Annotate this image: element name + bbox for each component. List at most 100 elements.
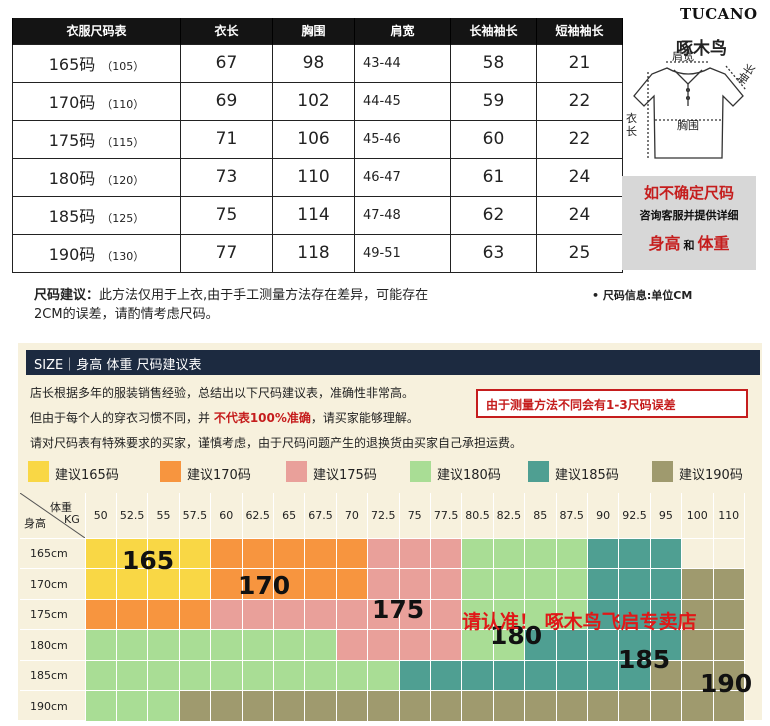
- chest-value: 114: [272, 195, 355, 235]
- long-sleeve-value: 61: [450, 157, 537, 197]
- legend-swatch: [160, 461, 181, 482]
- size-name: 180码 （120）: [12, 157, 181, 197]
- chest-value: 106: [272, 119, 355, 159]
- legend-swatch: [28, 461, 49, 482]
- grid-size-label: 165: [122, 546, 175, 575]
- grid-cell: [524, 568, 556, 599]
- grid-cell: [681, 538, 713, 569]
- grid-cell: [242, 599, 274, 630]
- size-code: （125）: [101, 212, 145, 225]
- grid-cell: [210, 568, 242, 599]
- grid-weight-label: 52.5: [119, 509, 145, 522]
- grid-cell: [85, 599, 117, 630]
- short-sleeve-value: 24: [536, 195, 623, 235]
- recommendation-line-3: 请对尺码表有特殊要求的买家，谨慎考虑，由于尺码问题产生的退换货由买家自己承担运费…: [30, 436, 523, 450]
- recommendation-line-2-red: 不代表100%准确: [213, 411, 311, 425]
- grid-cell: [399, 568, 431, 599]
- grid-weight-label: 50: [93, 509, 108, 522]
- grid-cell: [618, 568, 651, 599]
- long-sleeve-value: 58: [450, 43, 537, 83]
- error-warning-text: 由于测量方法不同会有1-3尺码误差: [486, 398, 676, 412]
- grid-cell: [367, 568, 399, 599]
- grid-cell: [618, 690, 651, 721]
- grid-cell: [618, 599, 651, 630]
- grid-line: [335, 493, 337, 721]
- length-value: 69: [180, 81, 273, 121]
- grid-cell: [681, 660, 713, 691]
- grid-cell: [85, 690, 117, 721]
- grid-cell: [367, 599, 399, 630]
- grid-cell: [116, 599, 148, 630]
- legend-label: 建议180码: [437, 468, 501, 483]
- grid-cell: [367, 538, 399, 569]
- grid-cell: [179, 538, 211, 569]
- grid-cell: [713, 690, 745, 721]
- grid-cell: [461, 690, 494, 721]
- grid-cell: [116, 538, 148, 569]
- size-table: 衣服尺码表 衣长 胸围 肩宽 长袖袖长 短袖袖长 165码 （105） 67 98 43…: [12, 18, 623, 273]
- size-code: （110）: [101, 98, 145, 111]
- recommendation-title-bar: [26, 350, 760, 375]
- grid-line: [398, 493, 400, 721]
- notice-subtitle: 咨询客服并提供详细: [639, 209, 739, 222]
- grid-cell: [210, 538, 242, 569]
- diagram-label-length: 衣长: [626, 112, 637, 138]
- grid-cell: [242, 538, 274, 569]
- legend-label: 建议175码: [313, 468, 377, 483]
- grid-cell: [242, 629, 274, 660]
- short-sleeve-value: 24: [536, 157, 623, 197]
- size-label: 180码: [48, 169, 96, 188]
- size-name: 190码 （130）: [12, 233, 181, 273]
- grid-cell: [304, 629, 337, 660]
- grid-cell: [273, 538, 305, 569]
- size-table-row: 165码 （105） 67 98 43-44 58 21: [12, 43, 623, 83]
- grid-header-bg: [20, 493, 745, 538]
- grid-height-label: 185cm: [30, 669, 68, 682]
- grid-cell: [430, 599, 462, 630]
- grid-cell: [179, 629, 211, 660]
- grid-line: [84, 493, 86, 721]
- grid-cell: [116, 629, 148, 660]
- grid-cell: [430, 629, 462, 660]
- grid-cell: [147, 660, 180, 691]
- size-table-row: 170码 （110） 69 102 44-45 59 22: [12, 81, 623, 121]
- size-table-row: 190码 （130） 77 118 49-51 63 25: [12, 233, 623, 273]
- grid-weight-label: 95: [658, 509, 673, 522]
- grid-line: [461, 493, 463, 721]
- grid-cell: [147, 568, 180, 599]
- size-label: 170码: [48, 93, 96, 112]
- long-sleeve-value: 62: [450, 195, 537, 235]
- grid-cell: [556, 538, 588, 569]
- grid-line: [210, 493, 212, 721]
- header-short-sleeve: 短袖袖长: [536, 18, 623, 44]
- grid-line: [743, 493, 745, 721]
- long-sleeve-value: 63: [450, 233, 537, 273]
- grid-weight-label: 55: [156, 509, 171, 522]
- grid-line: [272, 493, 274, 721]
- promo-banner-text: 请认准！ 啄木鸟飞启专卖店: [462, 611, 697, 633]
- long-sleeve-value: 60: [450, 119, 537, 159]
- recommendation-title: SIZE｜身高 体重 尺码建议表: [34, 358, 202, 373]
- grid-cell: [493, 660, 525, 691]
- grid-cell: [304, 660, 337, 691]
- length-value: 73: [180, 157, 273, 197]
- grid-cell: [681, 690, 713, 721]
- notice-and: 和: [683, 239, 695, 252]
- grid-cell: [399, 629, 431, 660]
- legend-label: 建议170码: [187, 468, 251, 483]
- grid-corner-height: 身高: [24, 517, 46, 530]
- grid-cell: [242, 568, 274, 599]
- grid-cell: [399, 538, 431, 569]
- grid-cell: [556, 629, 588, 660]
- grid-cell: [179, 660, 211, 691]
- grid-cell: [210, 629, 242, 660]
- size-table-row: 180码 （120） 73 110 46-47 61 24: [12, 157, 623, 197]
- grid-line: [524, 493, 526, 721]
- grid-cell: [85, 660, 117, 691]
- chest-value: 118: [272, 233, 355, 273]
- grid-line: [681, 493, 683, 721]
- grid-corner-weight: 体重: [50, 501, 72, 514]
- grid-line: [429, 493, 431, 721]
- grid-cell: [116, 690, 148, 721]
- grid-cell: [587, 599, 619, 630]
